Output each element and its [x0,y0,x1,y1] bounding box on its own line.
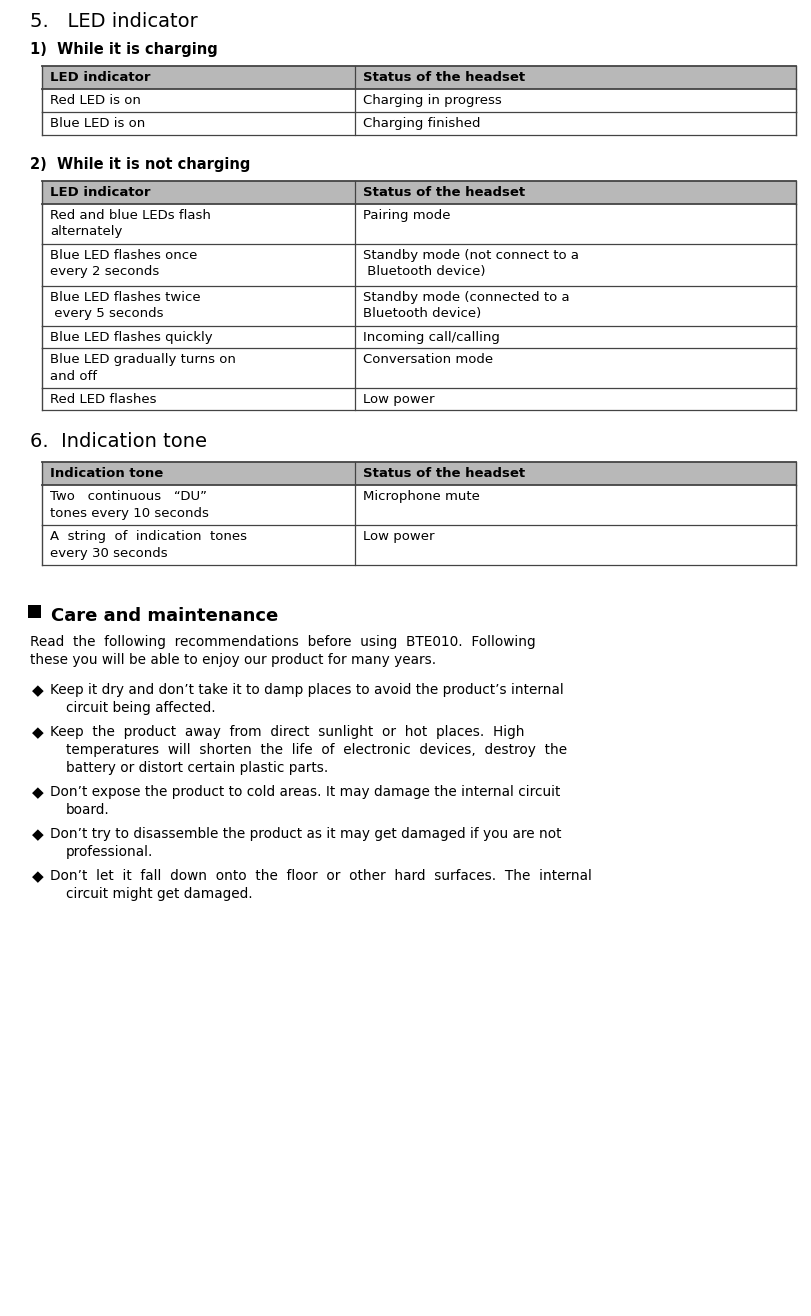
Text: Don’t expose the product to cold areas. It may damage the internal circuit: Don’t expose the product to cold areas. … [50,786,560,799]
Text: Blue LED flashes once
every 2 seconds: Blue LED flashes once every 2 seconds [50,249,197,279]
Text: A  string  of  indication  tones
every 30 seconds: A string of indication tones every 30 se… [50,530,247,559]
Text: Blue LED flashes twice
 every 5 seconds: Blue LED flashes twice every 5 seconds [50,291,200,321]
Text: Blue LED flashes quickly: Blue LED flashes quickly [50,332,212,343]
Text: Two   continuous   “DU”
tones every 10 seconds: Two continuous “DU” tones every 10 secon… [50,490,209,520]
Text: these you will be able to enjoy our product for many years.: these you will be able to enjoy our prod… [30,653,436,667]
Text: battery or distort certain plastic parts.: battery or distort certain plastic parts… [66,761,328,775]
Bar [42,66,796,89]
Text: LED indicator: LED indicator [50,71,151,84]
Text: 2)  While it is not charging: 2) While it is not charging [30,157,251,172]
Bar [28,605,41,619]
Bar [42,388,796,411]
Text: Conversation mode: Conversation mode [363,353,493,366]
Text: LED indicator: LED indicator [50,186,151,199]
Text: circuit might get damaged.: circuit might get damaged. [66,887,252,901]
Text: Charging finished: Charging finished [363,117,480,130]
Text: Standby mode (not connect to a
 Bluetooth device): Standby mode (not connect to a Bluetooth… [363,249,579,279]
Bar [42,243,796,286]
Text: Incoming call/calling: Incoming call/calling [363,332,500,343]
Text: Pairing mode: Pairing mode [363,209,450,222]
Text: temperatures  will  shorten  the  life  of  electronic  devices,  destroy  the: temperatures will shorten the life of el… [66,744,567,757]
Text: Don’t try to disassemble the product as it may get damaged if you are not: Don’t try to disassemble the product as … [50,826,561,841]
Text: circuit being affected.: circuit being affected. [66,701,216,715]
Text: Red LED flashes: Red LED flashes [50,393,157,407]
Text: Indication tone: Indication tone [50,467,163,480]
Text: Standby mode (connected to a
Bluetooth device): Standby mode (connected to a Bluetooth d… [363,291,569,321]
Text: ◆: ◆ [32,786,44,800]
Text: ◆: ◆ [32,869,44,884]
Text: board.: board. [66,803,109,817]
Text: ◆: ◆ [32,826,44,842]
Text: Microphone mute: Microphone mute [363,490,480,503]
Bar [42,89,796,112]
Text: professional.: professional. [66,845,153,859]
Text: Blue LED is on: Blue LED is on [50,117,145,130]
Text: Red and blue LEDs flash
alternately: Red and blue LEDs flash alternately [50,209,211,238]
Text: Read  the  following  recommendations  before  using  BTE010.  Following: Read the following recommendations befor… [30,636,535,649]
Text: 1)  While it is charging: 1) While it is charging [30,42,217,57]
Bar [42,286,796,326]
Bar [42,204,796,243]
Text: Status of the headset: Status of the headset [363,467,525,480]
Text: Charging in progress: Charging in progress [363,93,502,107]
Text: Low power: Low power [363,393,435,407]
Text: Status of the headset: Status of the headset [363,71,525,84]
Bar [42,525,796,565]
Text: 6.  Indication tone: 6. Indication tone [30,432,207,451]
Text: Status of the headset: Status of the headset [363,186,525,199]
Text: Blue LED gradually turns on
and off: Blue LED gradually turns on and off [50,353,236,383]
Text: Red LED is on: Red LED is on [50,93,141,107]
Text: ◆: ◆ [32,683,44,697]
Bar [42,462,796,486]
Bar [42,182,796,204]
Text: Don’t  let  it  fall  down  onto  the  floor  or  other  hard  surfaces.  The  i: Don’t let it fall down onto the floor or… [50,869,592,883]
Text: Care and maintenance: Care and maintenance [51,607,278,625]
Bar [42,112,796,136]
Text: 5.   LED indicator: 5. LED indicator [30,12,198,32]
Text: ◆: ◆ [32,725,44,740]
Text: Keep  the  product  away  from  direct  sunlight  or  hot  places.  High: Keep the product away from direct sunlig… [50,725,525,740]
Text: Keep it dry and don’t take it to damp places to avoid the product’s internal: Keep it dry and don’t take it to damp pl… [50,683,564,697]
Bar [42,486,796,525]
Bar [42,347,796,388]
Bar [42,326,796,347]
Text: Low power: Low power [363,530,435,544]
